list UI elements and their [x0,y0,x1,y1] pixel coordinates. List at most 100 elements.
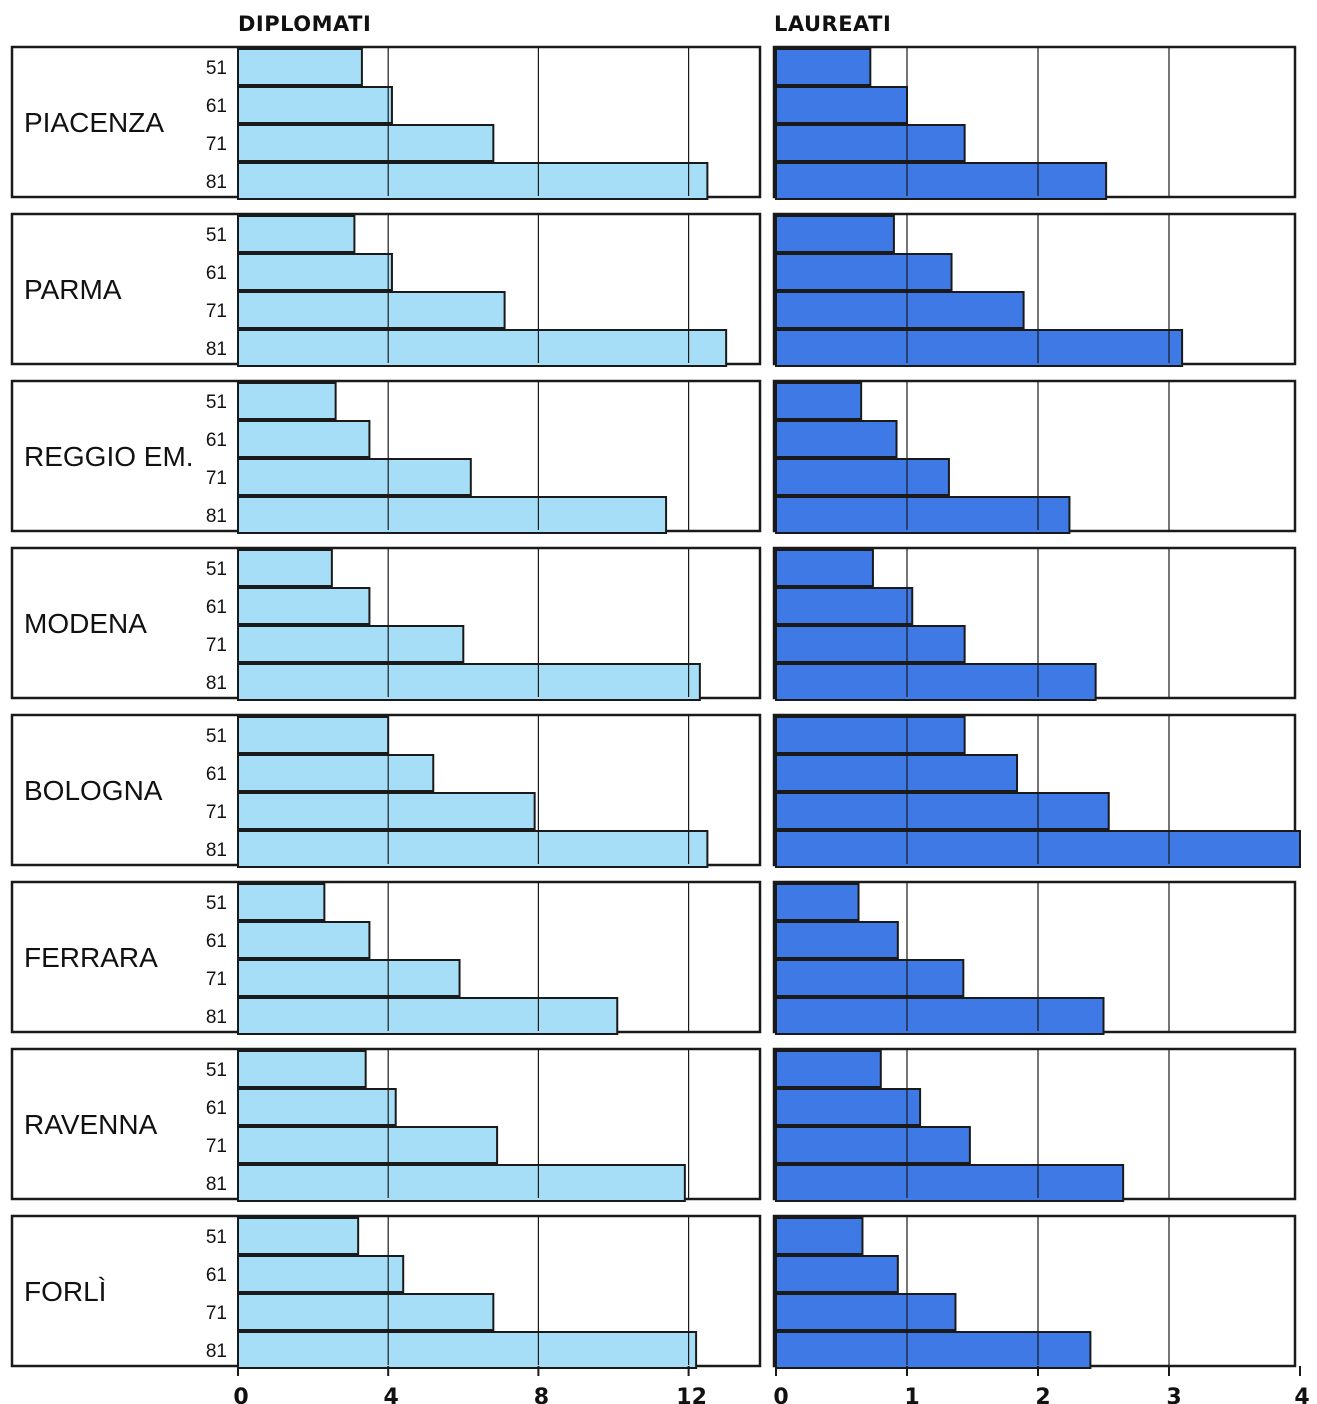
diplomati-panel-reggio-em: REGGIO EM. 51 61 71 81 [10,379,762,534]
diplomati-title: DIPLOMATI [238,12,371,36]
bar-laureati-parma-71 [775,291,1025,329]
bar-laureati-reggio-em-71 [775,458,950,496]
bar-diplomati-modena-81 [237,663,701,701]
year-label-61: 61 [206,1265,227,1286]
bar-laureati-reggio-em-51 [775,382,863,420]
diplomati-panel-parma: PARMA 51 61 71 81 [10,212,762,367]
year-label-81: 81 [206,1341,227,1362]
diplomati-panel-bologna: BOLOGNA 51 61 71 81 [10,713,762,868]
bar-laureati-parma-51 [775,215,895,253]
bar-diplomati-ferrara-51 [237,883,326,921]
bar-laureati-ferrara-71 [775,959,965,997]
laureati-panel-forl [772,1214,1297,1369]
laureati-x-tick-label-3: 3 [1166,1385,1181,1404]
bar-diplomati-bologna-61 [237,754,435,792]
bar-laureati-forl-51 [775,1217,864,1255]
year-label-71: 71 [206,1136,227,1157]
province-label-reggio-em: REGGIO EM. [24,441,194,472]
year-label-51: 51 [206,225,227,246]
year-label-51: 51 [206,893,227,914]
year-label-61: 61 [206,597,227,618]
bar-laureati-ravenna-81 [775,1164,1125,1202]
diplomati-panel-ravenna: RAVENNA 51 61 71 81 [10,1047,762,1202]
year-label-61: 61 [206,1098,227,1119]
bar-diplomati-bologna-51 [237,716,390,754]
bar-laureati-reggio-em-81 [775,496,1071,534]
bar-diplomati-parma-51 [237,215,356,253]
year-label-61: 61 [206,430,227,451]
diplomati-x-tick-label-4: 4 [384,1385,399,1404]
bar-laureati-ravenna-71 [775,1126,971,1164]
bar-diplomati-ravenna-71 [237,1126,499,1164]
bar-laureati-modena-51 [775,549,874,587]
laureati-panel-parma [772,212,1297,367]
bar-laureati-bologna-71 [775,792,1110,830]
year-label-51: 51 [206,726,227,747]
laureati-panel-reggio-em [772,379,1297,534]
laureati-panel-group [772,45,1301,1369]
diplomati-x-tick-label-8: 8 [534,1385,549,1404]
bar-laureati-forl-81 [775,1331,1092,1369]
year-label-81: 81 [206,172,227,193]
bar-diplomati-parma-71 [237,291,506,329]
bar-laureati-bologna-51 [775,716,966,754]
bar-laureati-ravenna-61 [775,1088,922,1126]
bar-laureati-forl-61 [775,1255,899,1293]
laureati-x-tick-label-2: 2 [1035,1385,1050,1404]
bar-laureati-parma-81 [775,329,1184,367]
province-label-bologna: BOLOGNA [24,775,163,806]
bar-diplomati-parma-81 [237,329,728,367]
province-label-ravenna: RAVENNA [24,1109,158,1140]
year-label-71: 71 [206,1303,227,1324]
bar-diplomati-ferrara-61 [237,921,371,959]
province-label-parma: PARMA [24,274,122,305]
year-label-51: 51 [206,392,227,413]
bar-laureati-modena-81 [775,663,1097,701]
bar-laureati-piacenza-71 [775,124,966,162]
laureati-title: LAUREATI [774,12,891,36]
bar-laureati-ferrara-81 [775,997,1105,1035]
year-label-61: 61 [206,263,227,284]
bar-diplomati-ravenna-61 [237,1088,397,1126]
bar-laureati-parma-61 [775,253,953,291]
year-label-81: 81 [206,1007,227,1028]
bar-diplomati-piacenza-51 [237,48,363,86]
bar-diplomati-ravenna-51 [237,1050,367,1088]
bar-laureati-reggio-em-61 [775,420,898,458]
laureati-panel-bologna [772,713,1301,868]
bar-diplomati-forl-51 [237,1217,360,1255]
bar-laureati-ferrara-61 [775,921,899,959]
bar-diplomati-parma-61 [237,253,393,291]
laureati-panel-ravenna [772,1047,1297,1202]
bar-diplomati-bologna-81 [237,830,709,868]
bar-diplomati-piacenza-61 [237,86,393,124]
laureati-x-tick-label-4: 4 [1294,1385,1309,1404]
province-label-ferrara: FERRARA [24,942,158,973]
diplomati-panel-ferrara: FERRARA 51 61 71 81 [10,880,762,1035]
bar-diplomati-reggio-em-71 [237,458,472,496]
diplomati-panel-piacenza: PIACENZA 51 61 71 81 [10,45,762,200]
year-label-51: 51 [206,1227,227,1248]
bar-laureati-ferrara-51 [775,883,860,921]
bar-laureati-piacenza-81 [775,162,1108,200]
bar-laureati-modena-71 [775,625,966,663]
bar-laureati-piacenza-51 [775,48,872,86]
bar-diplomati-ravenna-81 [237,1164,686,1202]
laureati-x-tick-label-0: 0 [773,1385,788,1404]
laureati-panel-modena [772,546,1297,701]
year-label-61: 61 [206,764,227,785]
diplomati-panel-forl: FORLÌ 51 61 71 81 [10,1214,762,1369]
year-label-81: 81 [206,339,227,360]
laureati-x-tick-label-1: 1 [904,1385,919,1404]
bar-diplomati-reggio-em-51 [237,382,337,420]
year-label-61: 61 [206,96,227,117]
bar-diplomati-forl-81 [237,1331,698,1369]
bar-laureati-ravenna-51 [775,1050,882,1088]
bar-laureati-modena-61 [775,587,914,625]
year-label-71: 71 [206,969,227,990]
bar-laureati-forl-71 [775,1293,957,1331]
year-label-71: 71 [206,301,227,322]
year-label-71: 71 [206,134,227,155]
bar-diplomati-modena-61 [237,587,371,625]
